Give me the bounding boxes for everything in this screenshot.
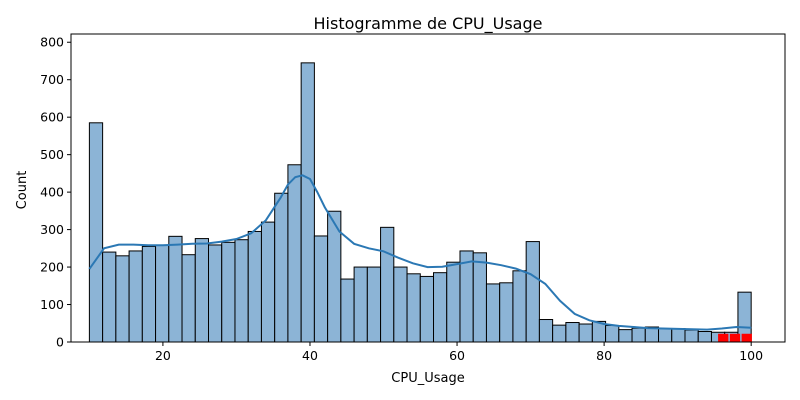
y-axis-label: Count	[15, 171, 30, 210]
histogram-bar	[340, 278, 355, 343]
histogram-bar	[631, 327, 646, 343]
histogram-bar	[393, 266, 408, 343]
histogram-bar	[565, 322, 580, 343]
histogram-bar	[446, 261, 461, 343]
y-tick-label: 500	[40, 147, 64, 162]
kde-curve	[88, 174, 752, 331]
y-tick-label: 300	[40, 222, 64, 237]
histogram-bar	[697, 331, 712, 343]
highlight-bar	[729, 333, 741, 342]
histogram-bar	[260, 221, 276, 343]
histogram-bar	[552, 324, 567, 343]
y-tick-label: 0	[56, 335, 64, 350]
highlight-bar	[718, 333, 729, 342]
histogram-bar	[671, 328, 686, 343]
x-tick-label: 60	[449, 348, 465, 363]
histogram-bar	[578, 323, 593, 343]
histogram-bar	[380, 226, 395, 343]
y-tick-label: 200	[40, 260, 64, 275]
histogram-bar	[181, 254, 196, 343]
x-tick-label: 80	[596, 348, 612, 363]
histogram-bar	[618, 329, 633, 343]
histogram-bar	[221, 241, 236, 343]
y-tick-label: 600	[40, 110, 64, 125]
histogram-bar	[194, 238, 210, 343]
x-tick-label: 40	[302, 348, 318, 363]
histogram-bar	[684, 329, 699, 343]
x-tick-label: 20	[155, 348, 171, 363]
x-tick-label: 100	[739, 348, 763, 363]
histogram-bar	[247, 230, 262, 343]
histogram-bar	[658, 328, 673, 343]
histogram-bar	[168, 235, 183, 343]
histogram-bar	[433, 272, 448, 343]
x-axis-label: CPU_Usage	[391, 371, 464, 386]
histogram-bar	[485, 283, 501, 343]
highlight-bars	[718, 333, 752, 342]
chart-title: Histogramme de CPU_Usage	[314, 14, 543, 34]
histogram-bar	[141, 245, 157, 343]
histogram-bar	[115, 255, 130, 343]
histogram-bar	[353, 266, 368, 343]
histogram-bar	[88, 122, 104, 343]
histogram-bar	[499, 282, 514, 343]
histogram-bar	[300, 62, 315, 343]
x-axis-ticks: 20 40 60 80 100	[155, 342, 763, 363]
histogram-bar	[234, 239, 249, 343]
histogram-bar	[459, 250, 474, 343]
y-tick-label: 400	[40, 185, 64, 200]
y-tick-label: 100	[40, 297, 64, 312]
plot-frame	[70, 33, 786, 343]
histogram-bar	[155, 244, 170, 343]
histogram-bar	[512, 270, 527, 343]
histogram-bar	[208, 244, 223, 343]
y-tick-label: 700	[40, 72, 64, 87]
histogram-bar	[538, 319, 554, 343]
histogram-bar	[313, 235, 329, 343]
histogram-bar	[525, 241, 540, 343]
histogram-bar	[406, 273, 421, 343]
histogram-bar	[472, 252, 487, 343]
histogram-bar	[605, 325, 620, 343]
y-axis-ticks: 0 100 200 300 400 500 600 700 800	[40, 35, 71, 350]
histogram-bar	[128, 250, 143, 343]
histogram-bar	[419, 275, 435, 343]
highlight-bar	[741, 333, 752, 342]
histogram-bar	[287, 164, 302, 343]
histogram-bars	[88, 62, 752, 343]
y-tick-label: 800	[40, 35, 64, 50]
histogram-bar	[366, 266, 382, 343]
histogram-bar	[274, 192, 289, 343]
histogram-bar	[102, 251, 117, 343]
